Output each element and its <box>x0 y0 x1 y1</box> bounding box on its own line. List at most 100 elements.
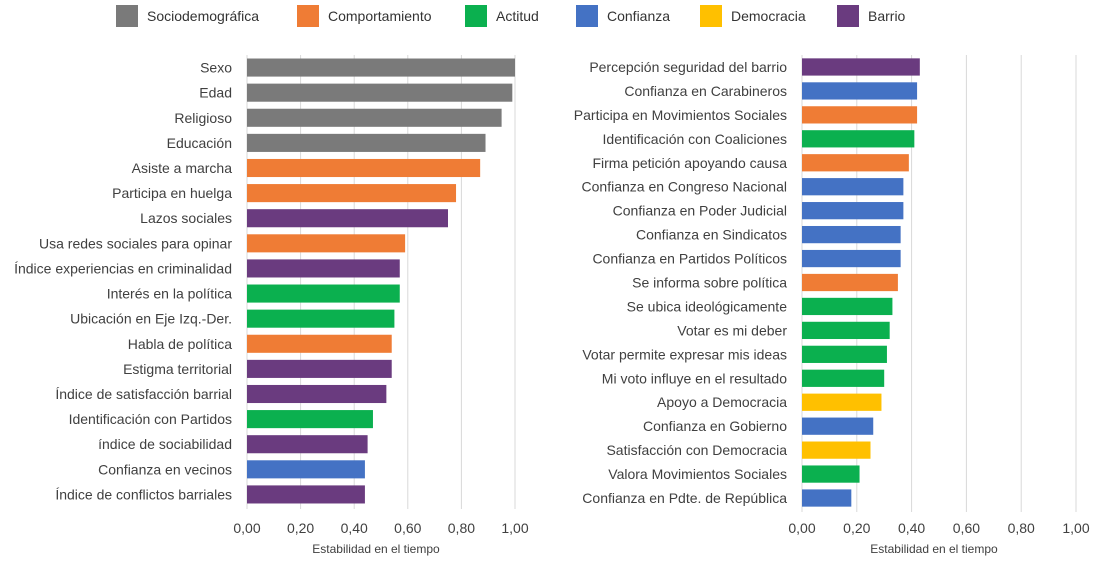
legend-item-confianza: Confianza <box>576 5 670 27</box>
category-label: Índice de conflictos barriales <box>55 486 232 502</box>
x-axis-title: Estabilidad en el tiempo <box>870 542 998 556</box>
x-tick-label: 0,80 <box>448 520 475 536</box>
category-label: Confianza en Sindicatos <box>636 227 787 243</box>
category-label: Satisfacción con Democracia <box>606 442 787 458</box>
bar <box>247 158 481 178</box>
bar <box>802 82 918 100</box>
category-label: Lazos sociales <box>140 210 232 226</box>
bar <box>802 321 890 340</box>
legend-item-comportamiento: Comportamiento <box>297 5 432 27</box>
category-label: Firma petición apoyando causa <box>592 155 787 171</box>
category-label: Índice experiencias en criminalidad <box>14 260 232 276</box>
legend-swatch <box>116 5 138 27</box>
bar <box>802 441 871 459</box>
bar <box>802 58 920 76</box>
bar <box>802 369 885 387</box>
bar <box>802 202 904 220</box>
category-label: Asiste a marcha <box>132 160 233 176</box>
bar <box>247 460 365 479</box>
category-label: Percepción seguridad del barrio <box>589 59 787 75</box>
category-label: Votar es mi deber <box>677 322 787 338</box>
bar <box>802 178 904 196</box>
bar <box>247 184 457 203</box>
category-label: Índice de satisfacción barrial <box>55 386 232 402</box>
category-label: Identificación con Coaliciones <box>603 131 787 147</box>
x-tick-label: 0,60 <box>394 520 421 536</box>
category-label: Confianza en Gobierno <box>643 418 787 434</box>
category-label: Confianza en vecinos <box>98 461 232 477</box>
bar <box>247 209 448 228</box>
chart-legend: Sociodemográfica Comportamiento Actitud … <box>0 0 1104 32</box>
bar <box>247 384 387 404</box>
legend-label: Democracia <box>731 8 806 24</box>
bar <box>247 435 368 454</box>
x-tick-label: 0,00 <box>233 520 260 536</box>
category-label: Estigma territorial <box>123 361 232 377</box>
bar <box>247 133 486 152</box>
bar <box>802 225 901 244</box>
x-tick-label: 0,60 <box>953 520 980 536</box>
bar <box>247 359 392 378</box>
bar <box>247 284 400 303</box>
category-label: Votar permite expresar mis ideas <box>582 346 787 362</box>
category-label: Habla de política <box>128 336 233 352</box>
legend-swatch <box>700 5 722 27</box>
category-label: índice de sociabilidad <box>98 436 232 452</box>
legend-item-barrio: Barrio <box>837 5 905 27</box>
bar <box>247 334 392 353</box>
bar <box>247 234 406 253</box>
bar <box>802 130 915 148</box>
bar <box>247 410 373 429</box>
category-label: Apoyo a Democracia <box>657 394 787 410</box>
category-label: Confianza en Partidos Políticos <box>592 251 787 267</box>
category-label: Usa redes sociales para opinar <box>39 235 232 251</box>
bar <box>247 259 400 278</box>
category-label: Confianza en Carabineros <box>624 83 787 99</box>
bar <box>247 485 365 504</box>
bar <box>802 273 898 292</box>
category-label: Confianza en Poder Judicial <box>613 203 787 219</box>
bar <box>247 108 502 127</box>
bar <box>247 309 395 328</box>
category-label: Participa en huelga <box>112 185 232 201</box>
category-label: Identificación con Partidos <box>69 411 232 427</box>
legend-swatch <box>837 5 859 27</box>
x-tick-label: 0,40 <box>898 520 925 536</box>
bar <box>802 417 874 435</box>
legend-item-actitud: Actitud <box>465 5 539 27</box>
bar <box>802 489 852 507</box>
bar <box>802 465 860 483</box>
legend-label: Comportamiento <box>328 8 432 24</box>
category-label: Religioso <box>174 110 232 126</box>
legend-item-sociodemografica: Sociodemográfica <box>116 5 259 27</box>
bar <box>802 297 893 316</box>
bar <box>247 83 513 102</box>
category-label: Mi voto influye en el resultado <box>602 370 787 386</box>
legend-label: Actitud <box>496 8 539 24</box>
bar <box>802 106 918 124</box>
category-label: Valora Movimientos Sociales <box>608 466 787 482</box>
legend-item-democracia: Democracia <box>700 5 806 27</box>
category-label: Sexo <box>200 60 232 76</box>
category-label: Confianza en Pdte. de República <box>582 490 787 506</box>
bar <box>802 345 887 363</box>
x-axis-title: Estabilidad en el tiempo <box>312 542 440 556</box>
x-tick-label: 0,00 <box>788 520 815 536</box>
category-label: Se informa sobre política <box>632 275 787 291</box>
category-label: Confianza en Congreso Nacional <box>582 179 787 195</box>
category-label: Ubicación en Eje Izq.-Der. <box>70 311 232 327</box>
bar <box>802 249 901 268</box>
x-tick-label: 1,00 <box>501 520 528 536</box>
category-label: Interés en la política <box>107 286 233 302</box>
category-label: Educación <box>167 135 232 151</box>
legend-label: Barrio <box>868 8 906 24</box>
legend-swatch <box>576 5 598 27</box>
x-tick-label: 0,20 <box>843 520 870 536</box>
bar <box>802 154 909 172</box>
x-tick-label: 0,80 <box>1008 520 1035 536</box>
legend-swatch <box>297 5 319 27</box>
category-label: Edad <box>199 85 232 101</box>
category-label: Participa en Movimientos Sociales <box>574 107 787 123</box>
bar <box>802 393 882 411</box>
